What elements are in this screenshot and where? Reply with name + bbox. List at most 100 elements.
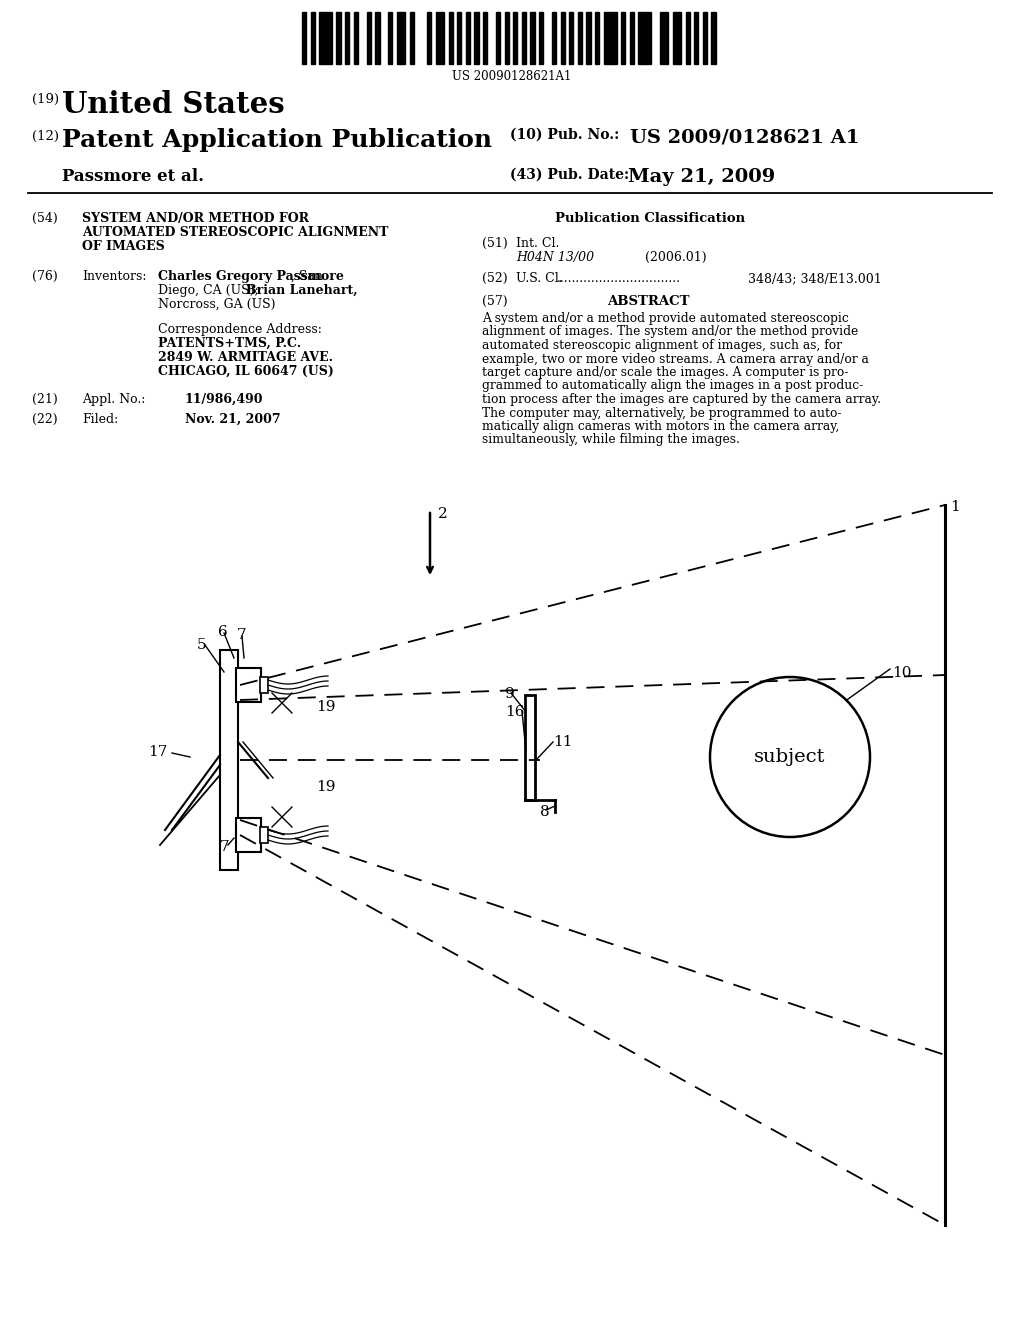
Bar [427,12,431,63]
Text: 5: 5 [197,638,207,652]
Text: Brian Lanehart,: Brian Lanehart, [246,284,357,297]
Text: grammed to automatically align the images in a post produc-: grammed to automatically align the image… [482,380,863,392]
Bar [466,12,470,63]
Text: May 21, 2009: May 21, 2009 [628,168,775,186]
Text: example, two or more video streams. A camera array and/or a: example, two or more video streams. A ca… [482,352,869,366]
Text: subject: subject [755,748,825,766]
Bar [474,12,478,63]
Text: Charles Gregory Passmore: Charles Gregory Passmore [158,271,344,282]
Text: target capture and/or scale the images. A computer is pro-: target capture and/or scale the images. … [482,366,848,379]
Bar [457,12,462,63]
Text: 11: 11 [553,735,572,748]
Text: (57): (57) [482,294,508,308]
Text: matically align cameras with motors in the camera array,: matically align cameras with motors in t… [482,420,840,433]
Text: United States: United States [62,90,285,119]
Circle shape [710,677,870,837]
Text: 17: 17 [148,744,167,759]
Text: Correspondence Address:: Correspondence Address: [158,323,322,337]
Text: 10: 10 [892,667,911,680]
Text: U.S. Cl.: U.S. Cl. [516,272,562,285]
Text: ................................: ................................ [557,272,681,285]
Bar [319,12,332,63]
Bar [375,12,380,63]
Bar [410,12,414,63]
Text: (10) Pub. No.:: (10) Pub. No.: [510,128,620,143]
Bar [496,12,501,63]
Bar [367,12,371,63]
Bar [505,12,509,63]
Text: Norcross, GA (US): Norcross, GA (US) [158,298,275,312]
Text: 1: 1 [950,500,959,513]
Text: AUTOMATED STEREOSCOPIC ALIGNMENT: AUTOMATED STEREOSCOPIC ALIGNMENT [82,226,388,239]
Bar [673,12,681,63]
Bar [435,12,444,63]
Bar [522,12,526,63]
Bar [569,12,573,63]
Bar [337,12,341,63]
Text: H04N 13/00: H04N 13/00 [516,251,594,264]
Bar [483,12,487,63]
Bar [578,12,582,63]
Text: Patent Application Publication: Patent Application Publication [62,128,493,152]
Bar [621,12,626,63]
Text: (19): (19) [32,92,59,106]
Text: Passmore et al.: Passmore et al. [62,168,204,185]
Bar [638,12,651,63]
Bar [260,828,268,843]
Text: 19: 19 [316,700,336,714]
Bar [630,12,634,63]
Text: (21): (21) [32,393,57,407]
Bar [702,12,708,63]
Text: ABSTRACT: ABSTRACT [607,294,689,308]
Text: Diego, CA (US);: Diego, CA (US); [158,284,263,297]
Text: tion process after the images are captured by the camera array.: tion process after the images are captur… [482,393,881,407]
Bar [397,12,406,63]
Bar [449,12,453,63]
Text: alignment of images. The system and/or the method provide: alignment of images. The system and/or t… [482,326,858,338]
Text: 19: 19 [316,780,336,795]
Bar [552,12,556,63]
Text: simultaneously, while filming the images.: simultaneously, while filming the images… [482,433,740,446]
Text: 348/43; 348/E13.001: 348/43; 348/E13.001 [748,272,882,285]
Text: US 2009/0128621 A1: US 2009/0128621 A1 [630,128,859,147]
Text: automated stereoscopic alignment of images, such as, for: automated stereoscopic alignment of imag… [482,339,842,352]
Bar [560,12,565,63]
Bar [694,12,698,63]
Text: US 20090128621A1: US 20090128621A1 [453,70,571,83]
Text: 2849 W. ARMITAGE AVE.: 2849 W. ARMITAGE AVE. [158,351,333,364]
Text: 6: 6 [218,624,227,639]
Text: (12): (12) [32,129,59,143]
Text: 16: 16 [505,705,524,719]
Bar [236,668,261,702]
Text: 7: 7 [237,628,247,642]
Text: (54): (54) [32,213,57,224]
Bar [530,12,535,63]
Text: 9: 9 [505,686,515,701]
Text: (52): (52) [482,272,508,285]
Bar [388,12,392,63]
Bar [353,12,358,63]
Bar [595,12,599,63]
Bar [220,649,238,870]
Bar [513,12,517,63]
Text: 2: 2 [438,507,447,521]
Bar [345,12,349,63]
Bar [236,818,261,851]
Text: 8: 8 [540,805,550,818]
Text: Int. Cl.: Int. Cl. [516,238,559,249]
Text: , San: , San [291,271,323,282]
Bar [260,677,268,693]
Text: OF IMAGES: OF IMAGES [82,240,165,253]
Text: (22): (22) [32,413,57,426]
Text: 11/986,490: 11/986,490 [185,393,263,407]
Bar [604,12,616,63]
Text: SYSTEM AND/OR METHOD FOR: SYSTEM AND/OR METHOD FOR [82,213,309,224]
Text: (51): (51) [482,238,508,249]
Text: (2006.01): (2006.01) [645,251,707,264]
Bar [302,12,306,63]
Bar [712,12,716,63]
Text: (43) Pub. Date:: (43) Pub. Date: [510,168,629,182]
Text: Filed:: Filed: [82,413,118,426]
Text: Inventors:: Inventors: [82,271,146,282]
Text: Nov. 21, 2007: Nov. 21, 2007 [185,413,281,426]
